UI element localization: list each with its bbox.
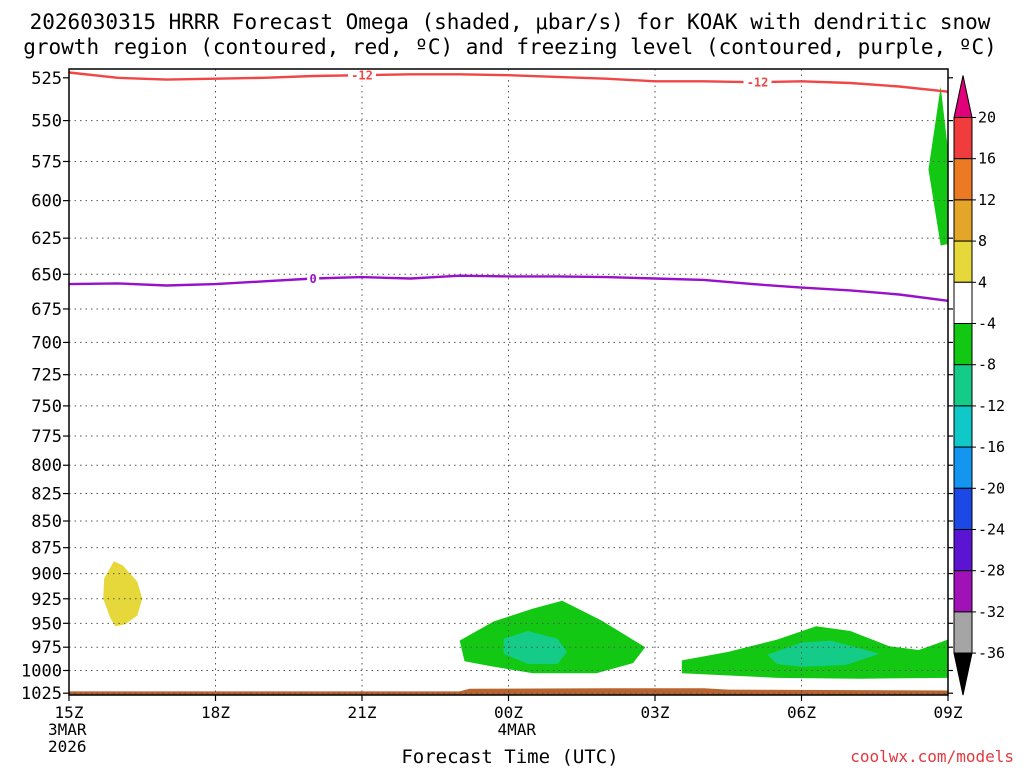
contour-label: -12 [747,76,769,90]
colorbar-tick-label: 16 [978,150,996,168]
contour-lines: -12 -12 0 [68,69,949,302]
x-tick-label: 00Z [494,703,523,722]
x-tick-label: 15Z [55,703,84,722]
omega-region-1 [928,86,948,246]
contour-label: 0 [310,272,317,286]
colorbar-tick-label: 20 [978,109,996,127]
x-axis-title: Forecast Time (UTC) [401,746,618,768]
y-tick-label: 850 [31,512,62,532]
colorbar-tick-label: -20 [978,479,1005,497]
colorbar-swatch [953,323,973,366]
contour-label-bg [307,272,320,285]
colorbar-swatch [953,405,973,448]
y-tick-label: 575 [31,152,62,172]
omega-region-0 [103,561,143,627]
grid-lines [69,69,948,695]
x-tick-date-label: 2026 [48,737,87,756]
y-tick-label: 550 [31,112,62,132]
colorbar-swatch [953,281,973,324]
contour-label: -12 [351,69,373,83]
y-tick-label: 800 [31,456,62,476]
y-tick-label: 750 [31,397,62,417]
colorbar-swatch [953,570,973,613]
colorbar: 20 16 12 8 4 -4 -8 -12 -16 -20 -24 -28 -32 -36 [953,75,1005,696]
colorbar-swatch [953,199,973,242]
chart-title-line1: 2026030315 HRRR Forecast Omega (shaded, … [30,10,991,34]
contour-line-dgz-minus12 [68,71,949,93]
colorbar-bottom-arrow [953,652,973,696]
pressure-axis: 525 550 575 600 625 650 675 700 725 750 775 800 825 8… [21,69,953,704]
omega-shaded-regions [103,86,948,679]
colorbar-swatch [953,529,973,572]
colorbar-tick-label: -36 [978,644,1005,662]
contour-label-bg [743,76,772,89]
x-tick-label: 09Z [934,703,963,722]
y-tick-label: 1025 [21,684,62,704]
colorbar-tick-label: -12 [978,397,1005,415]
colorbar-tick-label: -28 [978,562,1005,580]
y-tick-label: 525 [31,69,62,89]
colorbar-tick-label: -8 [978,356,996,374]
omega-region-2 [459,600,646,674]
y-tick-label: 625 [31,229,62,249]
y-tick-label: 725 [31,366,62,386]
contour-label-bg [348,69,376,82]
colorbar-tick-label: 12 [978,191,996,209]
colorbar-tick-label: -4 [978,315,996,333]
y-tick-label: 950 [31,614,62,634]
colorbar-top-arrow [953,75,973,118]
x-tick-label: 03Z [641,703,670,722]
y-tick-label: 875 [31,539,62,559]
y-tick-label: 900 [31,565,62,585]
colorbar-tick-label: 4 [978,273,987,291]
chart-title-line2: growth region (contoured, red, ºC) and f… [23,35,997,59]
x-tick-date-label: 3MAR [48,720,87,739]
colorbar-tick-label: -16 [978,438,1005,456]
y-tick-label: 675 [31,300,62,320]
colorbar-swatch [953,446,973,489]
colorbar-swatch [953,240,973,283]
contour-line-freezing-0 [68,274,949,302]
colorbar-swatch [953,364,973,407]
colorbar-swatch [953,487,973,530]
x-tick-label: 18Z [201,703,230,722]
credit-text: coolwx.com/models [850,747,1014,766]
x-tick-label: 21Z [348,703,377,722]
colorbar-swatch [953,611,973,654]
colorbar-swatch [953,158,973,201]
colorbar-swatch [953,117,973,160]
y-tick-label: 600 [31,192,62,212]
colorbar-tick-label: 8 [978,232,987,250]
x-tick-label: 06Z [787,703,816,722]
y-tick-label: 1000 [21,661,62,681]
y-tick-label: 975 [31,638,62,658]
y-tick-label: 925 [31,590,62,610]
colorbar-tick-label: -32 [978,603,1005,621]
y-tick-label: 775 [31,427,62,447]
x-tick-date-label: 4MAR [498,720,537,739]
y-tick-label: 700 [31,333,62,353]
omega-region-3 [503,631,568,665]
colorbar-tick-label: -24 [978,521,1005,539]
y-tick-label: 825 [31,485,62,505]
y-tick-label: 650 [31,265,62,285]
